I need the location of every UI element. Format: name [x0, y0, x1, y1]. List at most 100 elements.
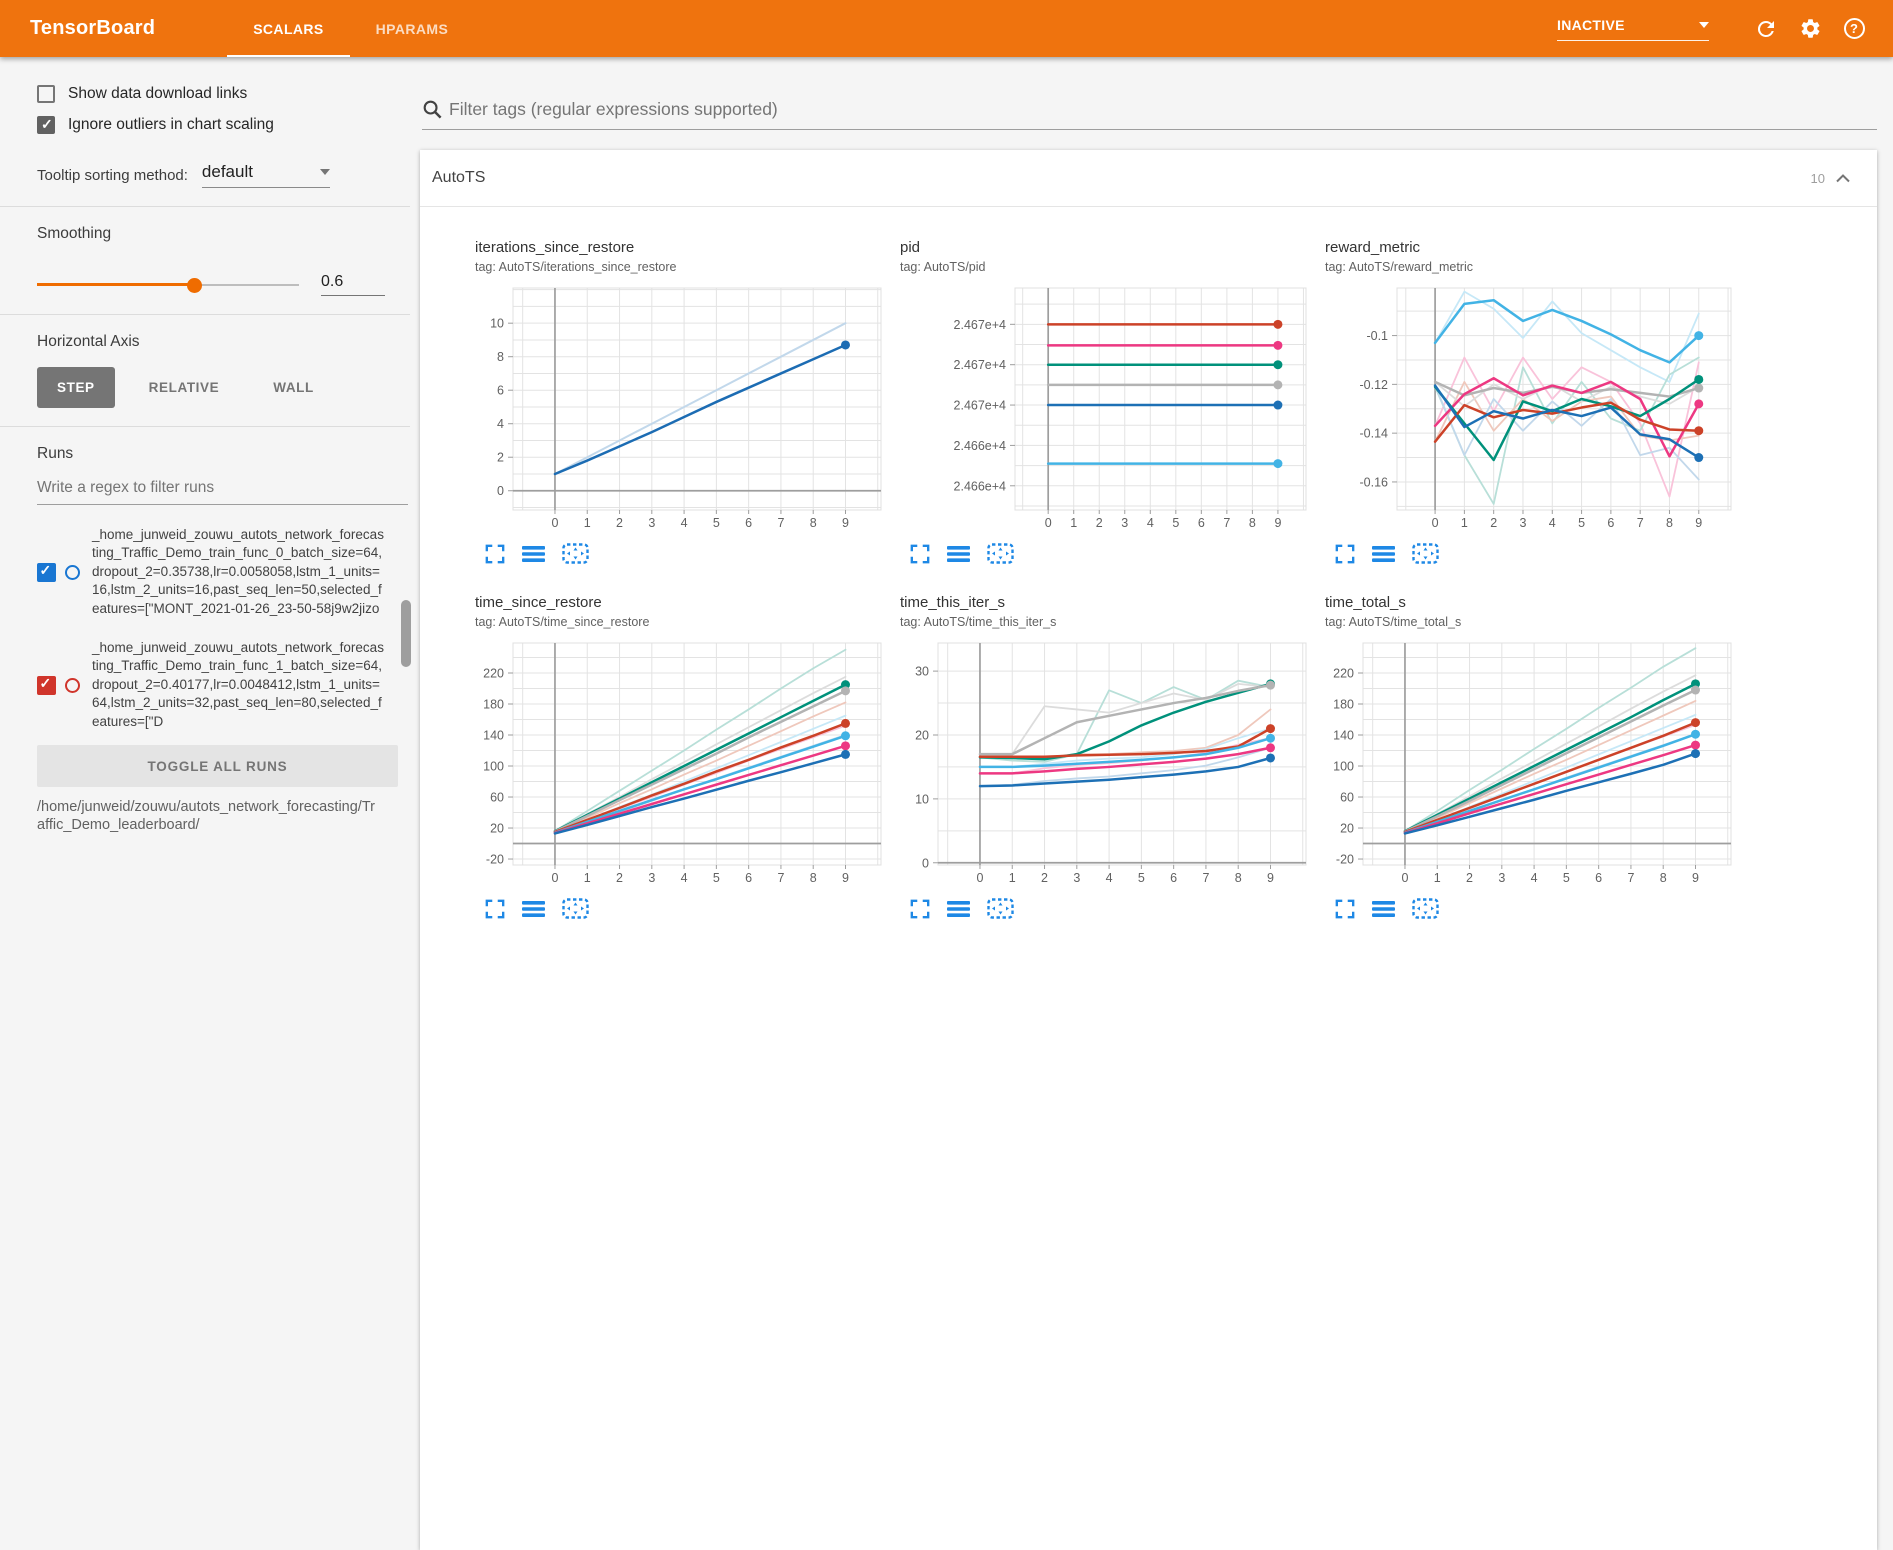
smoothing-value-field[interactable]: 0.6 [321, 273, 385, 296]
tab-scalars[interactable]: SCALARS [227, 0, 349, 57]
chart-tag: tag: AutoTS/time_this_iter_s [900, 615, 1056, 629]
svg-text:5: 5 [713, 516, 720, 530]
fullscreen-icon [910, 899, 930, 919]
expand-chart-button[interactable] [910, 544, 930, 564]
divider [0, 206, 410, 207]
horizontal-axis-buttons: STEP RELATIVE WALL [37, 367, 408, 408]
run-radio[interactable] [65, 678, 80, 693]
runs-filter-field [37, 479, 408, 505]
tag-filter-input[interactable] [449, 99, 1877, 120]
tooltip-sorting-select[interactable]: default [202, 162, 330, 188]
log-scale-toggle-button[interactable] [947, 544, 970, 564]
svg-text:3: 3 [1121, 516, 1128, 530]
menu-lines-icon [947, 544, 970, 564]
tab-hparams[interactable]: HPARAMS [350, 0, 475, 57]
slider-thumb[interactable] [187, 278, 202, 293]
help-button[interactable]: ? [1841, 16, 1867, 42]
fit-domain-button[interactable] [1412, 898, 1439, 919]
log-scale-toggle-button[interactable] [522, 544, 545, 564]
toggle-all-runs-button[interactable]: TOGGLE ALL RUNS [37, 745, 398, 787]
svg-text:1: 1 [1461, 516, 1468, 530]
axis-step-button[interactable]: STEP [37, 367, 115, 408]
axis-relative-button[interactable]: RELATIVE [129, 367, 240, 408]
refresh-button[interactable] [1753, 16, 1779, 42]
svg-text:8: 8 [810, 516, 817, 530]
settings-sidebar: Show data download links Ignore outliers… [0, 57, 416, 929]
ignore-outliers-checkbox[interactable]: Ignore outliers in chart scaling [37, 116, 408, 134]
fit-domain-button[interactable] [562, 543, 589, 564]
chevron-down-icon [320, 169, 330, 175]
expand-chart-button[interactable] [1335, 544, 1355, 564]
svg-text:7: 7 [1627, 871, 1634, 885]
svg-text:180: 180 [483, 698, 504, 712]
gear-icon [1799, 17, 1822, 40]
svg-text:3: 3 [1520, 516, 1527, 530]
svg-text:0: 0 [497, 484, 504, 498]
scalar-chart-card: iterations_since_restore tag: AutoTS/ite… [447, 229, 872, 584]
svg-text:-0.16: -0.16 [1360, 475, 1389, 489]
svg-text:2: 2 [1490, 516, 1497, 530]
tab-bar: SCALARS HPARAMS [227, 0, 474, 57]
tag-group-card: AutoTS 10 iterations_since_restore tag: … [420, 150, 1877, 1550]
svg-text:0: 0 [976, 871, 983, 885]
chart-title: time_since_restore [475, 594, 602, 611]
svg-text:2: 2 [616, 871, 623, 885]
expand-chart-button[interactable] [1335, 899, 1355, 919]
search-icon [422, 99, 443, 120]
fit-to-data-icon [987, 898, 1014, 919]
fit-domain-button[interactable] [1412, 543, 1439, 564]
svg-text:5: 5 [1578, 516, 1585, 530]
run-checkbox[interactable] [37, 563, 56, 582]
fit-to-data-icon [1412, 898, 1439, 919]
expand-chart-button[interactable] [485, 544, 505, 564]
svg-text:3: 3 [648, 871, 655, 885]
svg-text:2: 2 [1096, 516, 1103, 530]
log-scale-toggle-button[interactable] [522, 899, 545, 919]
fit-domain-button[interactable] [562, 898, 589, 919]
svg-text:180: 180 [1333, 698, 1354, 712]
chart-toolbar [1335, 898, 1456, 919]
svg-text:100: 100 [1333, 760, 1354, 774]
run-checkbox[interactable] [37, 676, 56, 695]
sidebar-scrollbar[interactable] [401, 600, 411, 667]
svg-text:4: 4 [1106, 871, 1113, 885]
svg-text:9: 9 [842, 516, 849, 530]
run-radio[interactable] [65, 565, 80, 580]
fit-domain-button[interactable] [987, 543, 1014, 564]
svg-text:9: 9 [1267, 871, 1274, 885]
log-scale-toggle-button[interactable] [1372, 544, 1395, 564]
expand-chart-button[interactable] [485, 899, 505, 919]
axis-wall-button[interactable]: WALL [253, 367, 334, 408]
log-scale-toggle-button[interactable] [947, 899, 970, 919]
svg-text:0: 0 [551, 871, 558, 885]
settings-button[interactable] [1797, 16, 1823, 42]
fullscreen-icon [1335, 899, 1355, 919]
run-name[interactable]: _home_junweid_zouwu_autots_network_forec… [92, 526, 387, 618]
horizontal-axis-heading: Horizontal Axis [37, 333, 408, 351]
tag-filter-field [422, 99, 1877, 130]
run-name[interactable]: _home_junweid_zouwu_autots_network_forec… [92, 639, 387, 731]
chart-toolbar [1335, 543, 1456, 564]
smoothing-slider[interactable] [37, 277, 299, 293]
log-scale-toggle-button[interactable] [1372, 899, 1395, 919]
run-controls [37, 563, 80, 582]
runs-filter-input[interactable] [37, 479, 408, 497]
expand-chart-button[interactable] [910, 899, 930, 919]
show-download-links-checkbox[interactable]: Show data download links [37, 85, 408, 103]
fullscreen-icon [485, 899, 505, 919]
svg-text:6: 6 [1170, 871, 1177, 885]
chart-canvas[interactable]: 2.467e+42.467e+42.467e+42.466e+42.466e+4… [880, 284, 1310, 532]
svg-text:5: 5 [1172, 516, 1179, 530]
checkbox-label: Ignore outliers in chart scaling [68, 116, 274, 134]
tag-group-header[interactable]: AutoTS 10 [420, 150, 1877, 207]
svg-text:1: 1 [1009, 871, 1016, 885]
fit-domain-button[interactable] [987, 898, 1014, 919]
svg-text:1: 1 [1434, 871, 1441, 885]
status-dropdown[interactable]: INACTIVE [1557, 17, 1709, 41]
tag-group-count: 10 [1811, 171, 1825, 186]
